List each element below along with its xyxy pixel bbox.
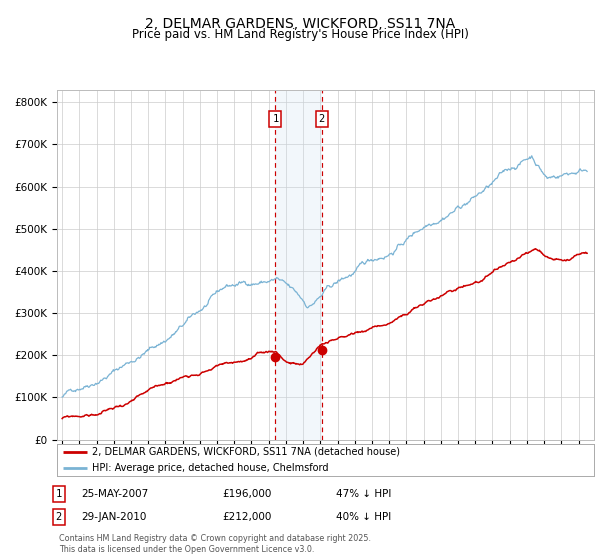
Text: HPI: Average price, detached house, Chelmsford: HPI: Average price, detached house, Chel… [92, 463, 328, 473]
Text: 2: 2 [56, 512, 62, 522]
Text: 2: 2 [319, 114, 325, 124]
Text: 40% ↓ HPI: 40% ↓ HPI [336, 512, 391, 522]
Text: 47% ↓ HPI: 47% ↓ HPI [336, 489, 391, 499]
Text: 1: 1 [272, 114, 278, 124]
Text: 29-JAN-2010: 29-JAN-2010 [81, 512, 146, 522]
Text: Price paid vs. HM Land Registry's House Price Index (HPI): Price paid vs. HM Land Registry's House … [131, 28, 469, 41]
Text: 1: 1 [56, 489, 62, 499]
Text: £212,000: £212,000 [222, 512, 271, 522]
Text: £196,000: £196,000 [222, 489, 271, 499]
Bar [275, 90, 322, 440]
Text: 2, DELMAR GARDENS, WICKFORD, SS11 7NA: 2, DELMAR GARDENS, WICKFORD, SS11 7NA [145, 17, 455, 31]
Text: Contains HM Land Registry data © Crown copyright and database right 2025.
This d: Contains HM Land Registry data © Crown c… [59, 534, 371, 554]
Text: 25-MAY-2007: 25-MAY-2007 [81, 489, 148, 499]
Text: 2, DELMAR GARDENS, WICKFORD, SS11 7NA (detached house): 2, DELMAR GARDENS, WICKFORD, SS11 7NA (d… [92, 447, 400, 457]
